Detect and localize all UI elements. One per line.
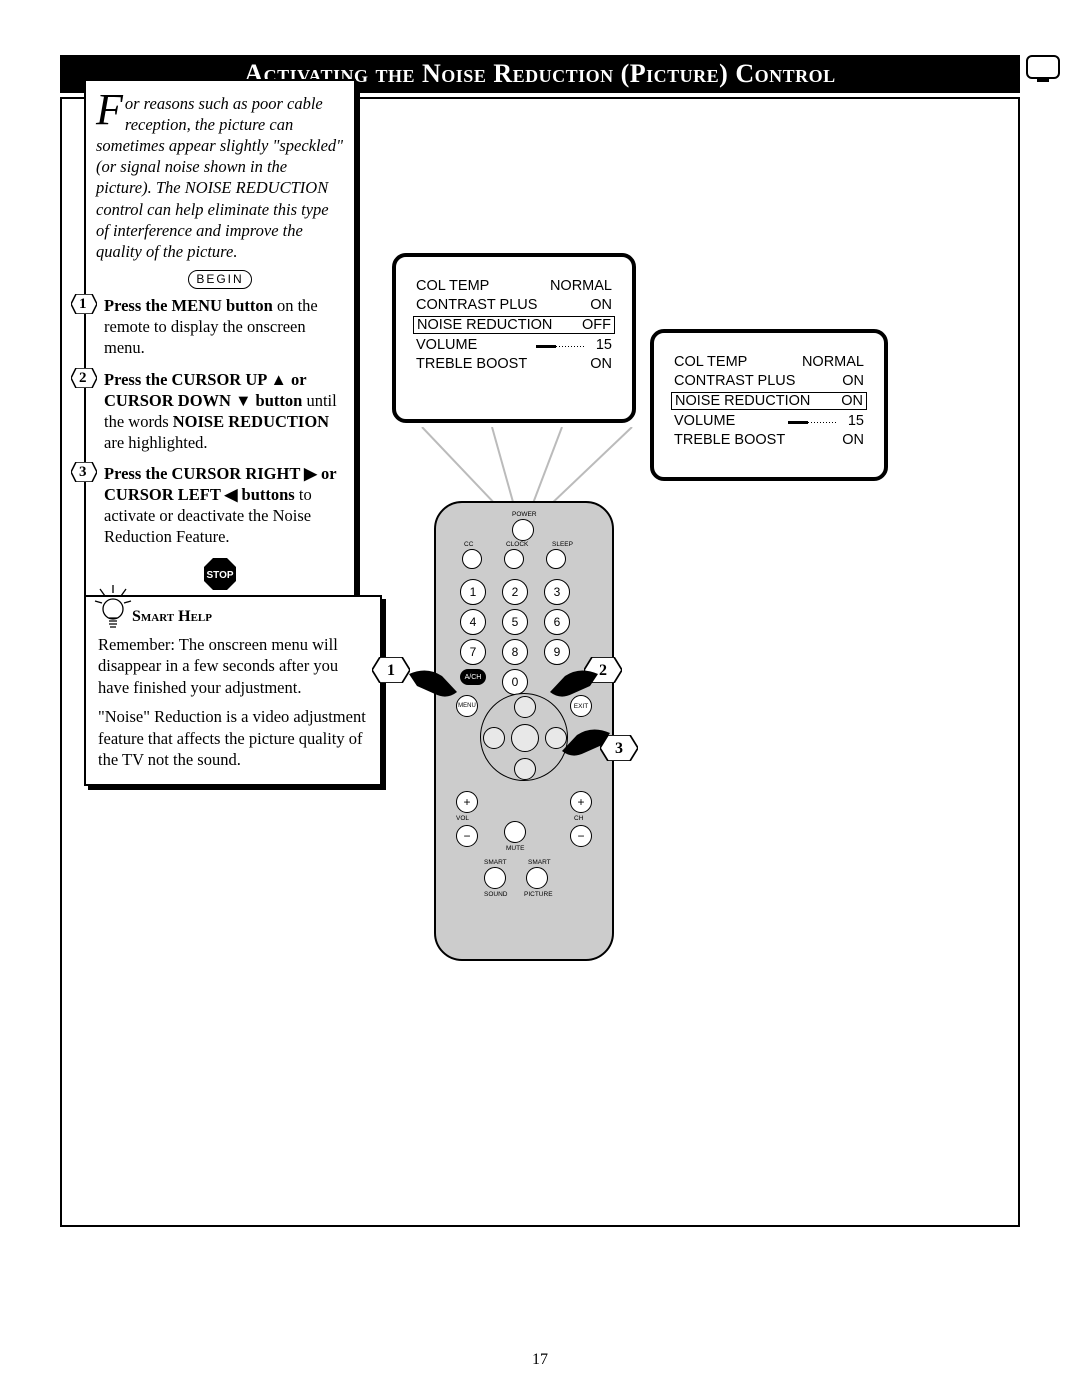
- intro-text: F or reasons such as poor cable receptio…: [96, 93, 344, 262]
- page-number: 17: [532, 1351, 548, 1369]
- pointing-hand-icon: [552, 723, 612, 763]
- menu-row: COL TEMPNORMAL: [416, 278, 612, 294]
- cursor-down-button[interactable]: [514, 758, 536, 780]
- tv-page-icon: [1026, 55, 1060, 83]
- smart-help-box: Smart Help Remember: The onscreen menu w…: [84, 595, 382, 786]
- clock-button[interactable]: [504, 549, 524, 569]
- stop-icon: STOP: [203, 557, 237, 591]
- menu-row: TREBLE BOOSTON: [674, 432, 864, 448]
- smart-picture-button[interactable]: [526, 867, 548, 889]
- tv-screen-after: COL TEMPNORMAL CONTRAST PLUSON NOISE RED…: [650, 329, 888, 481]
- menu-row: TREBLE BOOSTON: [416, 356, 612, 372]
- num-4-button[interactable]: 4: [460, 609, 486, 635]
- num-0-button[interactable]: 0: [502, 669, 528, 695]
- smart-sound-button[interactable]: [484, 867, 506, 889]
- cursor-left-button[interactable]: [483, 727, 505, 749]
- content-frame: F or reasons such as poor cable receptio…: [60, 97, 1020, 1227]
- drop-cap: F: [96, 93, 125, 127]
- ch-up-button[interactable]: +: [570, 791, 592, 813]
- cursor-up-button[interactable]: [514, 696, 536, 718]
- num-1-button[interactable]: 1: [460, 579, 486, 605]
- vol-down-button[interactable]: −: [456, 825, 478, 847]
- instruction-box: F or reasons such as poor cable receptio…: [84, 79, 356, 607]
- svg-text:3: 3: [615, 740, 623, 757]
- lightbulb-icon: [92, 583, 134, 637]
- ch-down-button[interactable]: −: [570, 825, 592, 847]
- smart-help-title: Smart Help: [132, 607, 368, 628]
- cursor-ok-button[interactable]: [511, 724, 539, 752]
- sleep-button[interactable]: [546, 549, 566, 569]
- svg-text:1: 1: [387, 662, 395, 679]
- menu-row: COL TEMPNORMAL: [674, 354, 864, 370]
- begin-badge: BEGIN: [188, 270, 252, 289]
- power-label: POWER: [512, 511, 537, 518]
- cc-button[interactable]: [462, 549, 482, 569]
- step-1: 1 Press the MENU button on the remote to…: [104, 295, 344, 358]
- menu-row-highlighted: NOISE REDUCTIONOFF: [413, 316, 615, 334]
- menu-row: CONTRAST PLUSON: [416, 297, 612, 313]
- num-3-button[interactable]: 3: [544, 579, 570, 605]
- num-2-button[interactable]: 2: [502, 579, 528, 605]
- mute-button[interactable]: [504, 821, 526, 843]
- vol-up-button[interactable]: +: [456, 791, 478, 813]
- svg-text:2: 2: [599, 662, 607, 679]
- num-9-button[interactable]: 9: [544, 639, 570, 665]
- svg-text:STOP: STOP: [206, 570, 233, 581]
- num-6-button[interactable]: 6: [544, 609, 570, 635]
- smart-help-p1: Remember: The onscreen menu will disappe…: [98, 634, 368, 698]
- tv-screen-before: COL TEMPNORMAL CONTRAST PLUSON NOISE RED…: [392, 253, 636, 423]
- menu-row: CONTRAST PLUSON: [674, 373, 864, 389]
- menu-row: VOLUME 15: [416, 337, 612, 353]
- smart-help-p2: "Noise" Reduction is a video adjustment …: [98, 706, 368, 770]
- step-3: 3 Press the CURSOR RIGHT ▶ or CURSOR LEF…: [104, 463, 344, 547]
- step-2: 2 Press the CURSOR UP ▲ or CURSOR DOWN ▼…: [104, 369, 344, 453]
- num-7-button[interactable]: 7: [460, 639, 486, 665]
- pointing-hand-icon: [407, 664, 467, 704]
- pointing-hand-icon: [540, 664, 600, 704]
- menu-row-highlighted: NOISE REDUCTIONON: [671, 392, 867, 410]
- num-5-button[interactable]: 5: [502, 609, 528, 635]
- num-8-button[interactable]: 8: [502, 639, 528, 665]
- power-button[interactable]: [512, 519, 534, 541]
- menu-row: VOLUME 15: [674, 413, 864, 429]
- callout-1-icon: 1: [372, 657, 410, 683]
